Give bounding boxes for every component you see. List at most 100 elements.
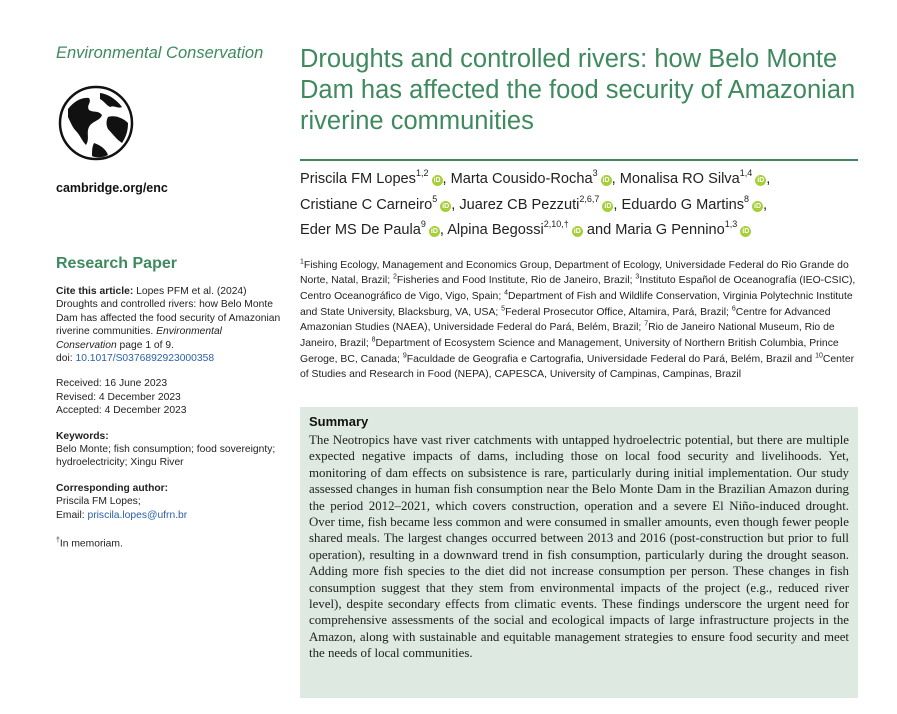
affiliation-text: Fisheries and Food Institute, Rio de Jan…: [396, 275, 636, 287]
author-separator: ,: [613, 196, 622, 213]
affiliation-number: 6: [731, 305, 736, 313]
author-entry: Cristiane C Carneiro5iD,: [300, 193, 460, 213]
affiliation-text: Rio de Janeiro National Museum, Rio de J…: [300, 322, 835, 350]
author-entry: Eder MS De Paula9iD,: [300, 219, 448, 238]
keywords-block: Keywords: Belo Monte; fish consumption; …: [56, 430, 284, 470]
summary-heading: Summary: [309, 414, 369, 429]
author-entry: Juarez CB Pezzuti2,6,7iD,: [459, 193, 622, 213]
affiliation-text: Fishing Ecology, Management and Economic…: [300, 259, 849, 287]
memoriam-note: †In memoriam.: [56, 534, 284, 551]
affiliation-number: 2: [392, 273, 397, 281]
author-name: Alpina Begossi: [447, 222, 544, 238]
corresponding-block: Corresponding author: Priscila FM Lopes;…: [56, 482, 284, 522]
author-name: Marta Cousido-Rocha: [450, 171, 593, 187]
affiliation-number: 3: [635, 273, 640, 281]
author-entry: Maria G Pennino1,3iD: [615, 219, 752, 238]
cite-authors: Lopes PFM et al. (2024): [136, 286, 247, 297]
summary-box: Summary The Neotropics have vast river c…: [300, 407, 858, 698]
cite-pages: page 1 of 9.: [119, 339, 174, 351]
affiliation-text: Department of Ecosystem Science and Mana…: [300, 338, 839, 365]
affiliation-number: 7: [644, 320, 649, 328]
author-name: Priscila FM Lopes: [300, 171, 416, 187]
email-label: Email:: [56, 509, 85, 521]
affiliation-text: Center of Studies and Research in Food (…: [300, 353, 855, 381]
author-list: Priscila FM Lopes1,2iD, Marta Cousido-Ro…: [300, 167, 858, 244]
memoriam-text: In memoriam.: [59, 538, 123, 550]
author-name: Maria G Pennino: [615, 222, 725, 238]
main-column: Droughts and controlled rivers: how Belo…: [300, 44, 858, 383]
received-date: Received: 16 June 2023: [56, 378, 168, 390]
author-entry: Monalisa RO Silva1,4iD,: [619, 168, 771, 187]
author-name: Eder MS De Paula: [300, 222, 421, 238]
summary-text: The Neotropics have vast river catchment…: [309, 433, 849, 661]
revised-date: Revised: 4 December 2023: [56, 391, 181, 403]
orcid-icon[interactable]: iD: [600, 175, 612, 186]
affiliation-text: Department of Fish and Wildlife Conserva…: [300, 290, 853, 318]
author-separator: ,: [439, 222, 448, 238]
affiliation-number: 10: [815, 352, 823, 360]
journal-name: Environmental Conservation: [56, 44, 264, 62]
cite-block: Cite this article: Lopes PFM et al. (202…: [56, 285, 284, 365]
cite-label: Cite this article:: [56, 286, 134, 297]
doi-link[interactable]: 10.1017/S0376892923000358: [75, 353, 215, 365]
affiliation-text: Centre for Advanced Amazonian Studies (N…: [300, 306, 831, 334]
article-type: Research Paper: [56, 255, 177, 272]
affiliation-text: Instituto Español de Oceanografía (IEO-C…: [300, 275, 856, 302]
corresponding-label: Corresponding author:: [56, 482, 169, 494]
orcid-icon[interactable]: iD: [431, 175, 443, 186]
affiliation-number: 9: [402, 352, 407, 360]
affiliation-number: 5: [501, 305, 506, 313]
keywords-text: Belo Monte; fish consumption; food sover…: [56, 444, 276, 469]
cite-journal: Environmental Conservation: [56, 326, 222, 351]
author-separator: ,: [442, 171, 451, 187]
dates-block: Received: 16 June 2023 Revised: 4 Decemb…: [56, 377, 284, 417]
orcid-icon[interactable]: iD: [571, 226, 583, 237]
accepted-date: Accepted: 4 December 2023: [56, 405, 187, 417]
journal-website: cambridge.org/enc: [56, 181, 168, 195]
corresponding-name: Priscila FM Lopes;: [56, 496, 141, 508]
memoriam-mark: †: [56, 537, 60, 545]
author-affiliation-sup: 8: [744, 193, 750, 204]
orcid-icon[interactable]: iD: [440, 200, 452, 212]
email-link[interactable]: priscila.lopes@ufrn.br: [87, 509, 188, 521]
orcid-icon[interactable]: iD: [428, 226, 440, 237]
author-separator: and: [582, 222, 616, 238]
orcid-icon[interactable]: iD: [755, 175, 767, 186]
author-affiliation-sup: 1,3: [724, 219, 738, 230]
author-name: Eduardo G Martins: [621, 196, 744, 213]
author-separator: ,: [611, 171, 620, 187]
author-affiliation-sup: 2,10,†: [543, 219, 569, 230]
affiliation-number: 1: [300, 258, 304, 266]
orcid-icon[interactable]: iD: [740, 226, 752, 237]
author-separator: ,: [451, 196, 460, 213]
globe-logo-icon: [56, 83, 136, 163]
author-affiliation-sup: 2,6,7: [579, 193, 600, 204]
author-separator: ,: [763, 196, 768, 213]
author-name: Cristiane C Carneiro: [300, 196, 433, 213]
article-title: Droughts and controlled rivers: how Belo…: [300, 45, 856, 135]
affiliation-text: Faculdade de Geografia e Cartografia, Un…: [406, 353, 816, 365]
affiliation-number: 8: [371, 336, 376, 344]
author-entry: Priscila FM Lopes1,2iD,: [300, 168, 451, 187]
orcid-icon[interactable]: iD: [752, 200, 764, 212]
author-separator: ,: [766, 171, 771, 187]
left-column: Environmental Conservation cambridge.org…: [56, 44, 284, 551]
affiliations: 1Fishing Ecology, Management and Economi…: [300, 258, 858, 384]
author-affiliation-sup: 3: [592, 168, 598, 179]
author-name: Monalisa RO Silva: [619, 171, 740, 187]
orcid-icon[interactable]: iD: [602, 200, 614, 212]
affiliation-text: Federal Prosecutor Office, Altamira, Par…: [505, 306, 732, 318]
author-entry: Eduardo G Martins8iD,: [621, 193, 768, 213]
author-entry: Alpina Begossi2,10,†iD and: [447, 219, 616, 238]
title-divider: [300, 159, 858, 161]
author-affiliation-sup: 5: [432, 193, 438, 204]
keywords-label: Keywords:: [56, 430, 109, 442]
author-name: Juarez CB Pezzuti: [459, 196, 580, 213]
affiliation-number: 4: [504, 289, 509, 297]
cite-title: Droughts and controlled rivers: how Belo…: [56, 299, 281, 338]
author-entry: Marta Cousido-Rocha3iD,: [450, 168, 620, 187]
author-affiliation-sup: 9: [420, 219, 426, 230]
author-affiliation-sup: 1,4: [739, 168, 753, 179]
doi-label: doi:: [56, 353, 73, 365]
author-affiliation-sup: 1,2: [415, 168, 429, 179]
